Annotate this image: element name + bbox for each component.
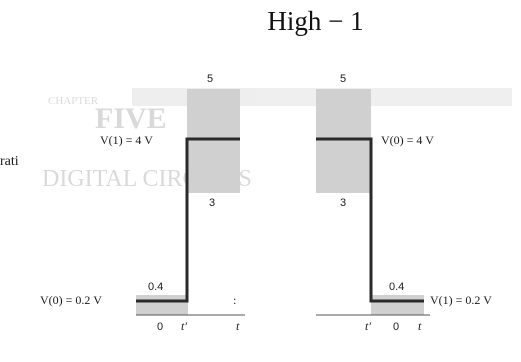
left-band-bottom-label: 3 [209,197,215,209]
left-step-trace [136,137,240,303]
left-tick-t: t [236,319,240,333]
heading-title: High − 1 [267,6,364,36]
right-band-bottom-label: 3 [340,197,346,209]
right-lower-level-label: V(1) = 0.2 V [430,293,492,307]
right-step-trace [316,137,424,303]
left-stray-mark: : [233,293,236,307]
left-tick-zero: 0 [157,321,163,333]
left-low-noise-band [136,295,188,315]
left-upper-level-label: V(1) = 4 V [100,133,153,147]
right-upper-level-label: V(0) = 4 V [381,133,434,147]
background-chapter-word: FIVE [95,102,167,135]
left-lower-level-label: V(0) = 0.2 V [40,293,102,307]
left-band-top-label: 5 [207,73,213,85]
left-tick-t-prime: t′ [181,319,187,333]
left-high-noise-band [187,89,240,193]
left-panel: 5 3 V(1) = 4 V 0.4 V(0) = 0.2 V : 0 t′ t [40,73,245,333]
right-tick-t: t [418,319,422,333]
right-panel: 5 3 V(0) = 4 V 0.4 V(1) = 0.2 V t′ 0 t [316,73,492,333]
background-chapter-label: CHAPTER [48,95,99,107]
left-lower-band-top-label: 0.4 [148,281,163,293]
right-tick-zero: 0 [393,321,399,333]
right-high-noise-band [316,89,371,193]
right-lower-band-top-label: 0.4 [389,281,404,293]
right-tick-t-prime: t′ [365,319,371,333]
right-low-noise-band [371,295,424,315]
side-fragment-text: rati [0,154,19,169]
right-band-top-label: 5 [340,73,346,85]
